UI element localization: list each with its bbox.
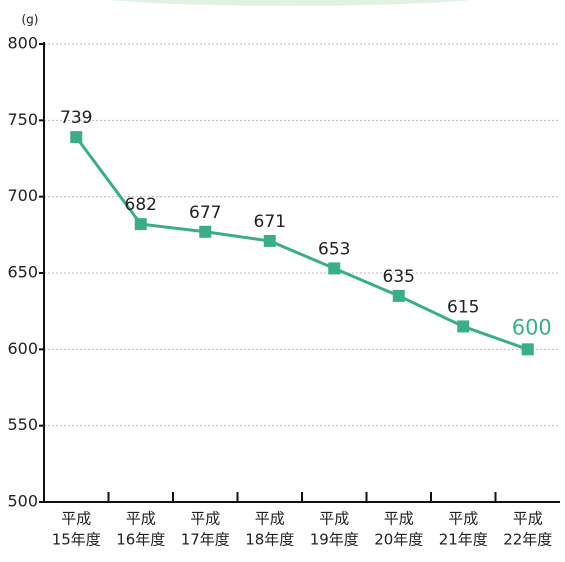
y-tick-label: 700 <box>7 186 38 205</box>
y-tick-label: 650 <box>7 263 38 282</box>
x-tick-label: 平成 <box>126 510 156 528</box>
x-tick-label: 18年度 <box>245 531 294 549</box>
marker <box>328 262 341 275</box>
marker <box>392 289 405 302</box>
y-tick-label: 800 <box>7 34 38 53</box>
value-label: 635 <box>383 267 415 287</box>
y-axis-unit: (g) <box>22 13 39 27</box>
y-tick-label: 750 <box>7 110 38 129</box>
line <box>75 136 529 351</box>
x-tick-label: 19年度 <box>310 531 359 549</box>
x-tick-label: 平成 <box>448 510 478 528</box>
x-tick-label: 17年度 <box>181 531 230 549</box>
value-label: 600 <box>512 315 552 339</box>
marker <box>134 218 147 231</box>
x-tick-label: 16年度 <box>116 531 165 549</box>
x-tick-label: 平成 <box>319 510 349 528</box>
value-label: 653 <box>318 239 350 259</box>
y-tick-label: 600 <box>7 339 38 358</box>
x-tick-label: 平成 <box>190 510 220 528</box>
value-label: 615 <box>447 297 479 317</box>
x-tick-label: 22年度 <box>503 531 552 549</box>
value-label: 677 <box>189 203 221 223</box>
x-tick-label: 平成 <box>61 510 91 528</box>
value-label: 682 <box>125 195 157 215</box>
marker <box>199 225 212 238</box>
marker <box>263 234 276 247</box>
x-tick-label: 平成 <box>255 510 285 528</box>
x-tick-label: 15年度 <box>52 531 101 549</box>
y-tick-label: 550 <box>7 415 38 434</box>
value-label: 739 <box>60 108 92 128</box>
x-tick-label: 平成 <box>513 510 543 528</box>
marker <box>70 131 83 144</box>
y-tick-label: 500 <box>7 492 38 511</box>
decoration <box>109 0 471 6</box>
x-tick-label: 平成 <box>384 510 414 528</box>
marker <box>521 343 534 356</box>
marker <box>457 320 470 333</box>
x-tick-label: 20年度 <box>374 531 423 549</box>
x-tick-label: 21年度 <box>439 531 488 549</box>
value-label: 671 <box>254 212 286 232</box>
